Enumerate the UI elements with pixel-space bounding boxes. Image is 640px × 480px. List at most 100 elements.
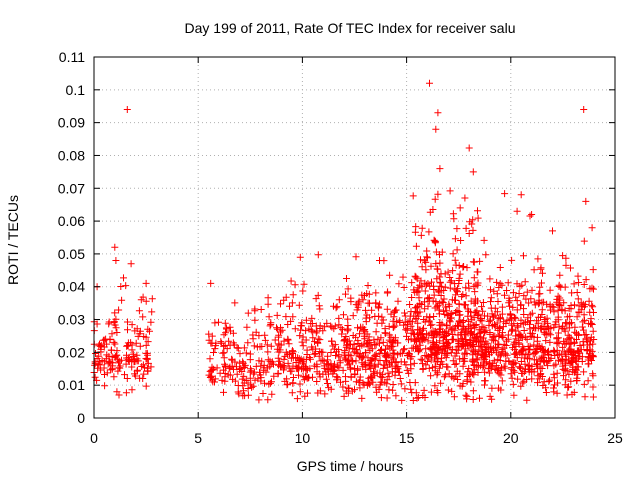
data-point [387,359,395,367]
data-point [280,355,288,363]
data-point [460,317,468,324]
data-point [287,317,295,325]
data-point [441,283,449,291]
data-point [525,299,533,307]
data-point [527,317,534,325]
data-point [537,265,545,273]
data-point [553,389,561,397]
data-point [228,355,236,363]
data-point [376,257,383,264]
grid [94,57,615,418]
data-point [353,346,361,354]
data-point [414,319,422,327]
data-point [437,292,445,299]
data-point [405,369,413,377]
data-point [463,350,471,357]
data-point [289,291,297,299]
data-point [471,324,479,332]
data-point [148,295,156,303]
data-point [385,373,393,381]
data-point [447,349,455,357]
data-point [144,338,152,346]
data-point [474,214,482,222]
data-point [243,323,251,331]
data-point [410,359,418,367]
data-point [308,320,316,327]
data-point [344,315,352,323]
data-point [142,382,150,390]
data-point [511,368,519,376]
data-point [239,392,247,400]
data-point [479,299,487,306]
data-point [324,356,331,364]
data-point [534,319,542,327]
data-point [293,395,301,403]
data-point [417,277,425,285]
data-point [525,368,533,376]
data-point [562,376,570,384]
data-point [395,280,403,288]
data-point [275,357,283,365]
data-point [346,364,354,372]
data-point [418,356,426,364]
data-point [480,236,488,244]
y-axis-label: ROTI / TECUs [5,195,21,285]
data-point [275,361,282,369]
data-point [127,260,135,268]
y-tick-label: 0.08 [58,147,85,163]
data-point [384,288,392,296]
data-point [486,275,494,283]
data-point [450,393,458,401]
data-point [418,301,426,308]
data-point [471,288,479,296]
data-point [371,355,379,363]
data-point [114,367,122,375]
data-point [517,320,525,327]
data-point [110,338,118,346]
data-point [558,324,566,332]
data-point [148,308,156,316]
data-point [501,190,509,198]
data-point [570,388,578,396]
data-point [265,313,273,321]
data-point [299,287,307,295]
data-point [368,306,376,314]
data-point [400,321,408,329]
data-point [209,378,217,386]
data-point [383,305,391,313]
data-point [531,349,539,357]
data-point [360,381,368,389]
data-point [378,319,386,327]
data-point [412,389,420,397]
data-point [122,389,130,397]
data-point [452,291,460,299]
data-point [332,304,340,312]
data-point [455,277,463,284]
data-point [443,307,451,315]
data-point [411,288,419,296]
data-point [461,194,469,202]
data-point [436,165,444,173]
data-point [312,322,320,330]
data-point [125,356,133,364]
data-point [453,367,461,375]
data-point [302,364,310,372]
data-point [282,293,290,301]
data-point [471,334,479,341]
data-point [359,363,367,371]
data-point [128,341,136,349]
data-point [485,317,493,325]
axis-ticks: 0 0.01 0.02 0.03 0.04 0.05 0.06 0.07 0.08 0.09 0.1… [58,49,623,446]
data-point [113,351,121,359]
data-point [294,363,302,371]
data-point [344,384,352,392]
data-point [530,298,538,306]
data-point [364,354,372,362]
data-point [329,367,337,375]
data-point [567,359,575,366]
data-point [571,323,579,331]
data-point [344,325,352,333]
data-point [495,384,502,392]
data-point [264,300,272,308]
data-point [434,357,442,365]
